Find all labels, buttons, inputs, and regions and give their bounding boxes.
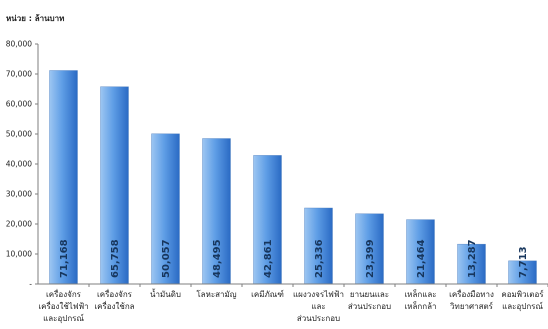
x-category-label-line: คอมพิวเตอร์	[501, 289, 544, 299]
bar	[49, 70, 78, 285]
bar-value-label: 23,399	[365, 239, 376, 278]
x-category-label-line: และ	[311, 302, 325, 311]
x-category-label-line: เครื่องจักร	[46, 288, 82, 299]
x-category-label-line: เหล็กกล้า	[405, 301, 437, 311]
unit-label: หน่วย : ล้านบาท	[6, 13, 64, 23]
bar-value-label: 21,464	[416, 239, 427, 278]
x-category-label-line: ส่วนประกอบ	[348, 302, 391, 311]
bar-value-label: 25,336	[314, 239, 325, 278]
x-category-label-line: เครื่องใช้กล	[94, 300, 134, 311]
bar	[406, 219, 435, 285]
x-category-label-line: น้ำมันดิบ	[150, 288, 181, 299]
bar-series: 71,168 65,758 50,057 48,495 42,861 25,336 23,3…	[49, 70, 537, 285]
y-tick-label: 40,000	[6, 160, 32, 169]
y-tick-label: 10,000	[6, 250, 32, 259]
x-category-label: โลหะสามัญ	[196, 289, 236, 299]
bar-value-label: 65,758	[110, 239, 121, 278]
x-category-label: เครื่องจักรเครื่องใช้ไฟฟ้าและอุปกรณ์	[38, 288, 88, 323]
y-tick-label: 70,000	[6, 70, 32, 79]
x-category-label-line: และอุปกรณ์	[502, 301, 543, 311]
bar	[457, 243, 486, 285]
y-tick-label: 30,000	[6, 190, 32, 199]
x-category-label: เครื่องมือทางวิทยาศาสตร์	[449, 288, 494, 311]
y-tick-label: -	[29, 280, 32, 289]
x-category-label-line: ส่วนประกอบ	[297, 314, 340, 323]
bar	[253, 155, 282, 285]
x-category-label: ยานยนและส่วนประกอบ	[348, 290, 391, 311]
x-category-label: คอมพิวเตอร์และอุปกรณ์	[501, 289, 544, 311]
x-category-label-line: เครื่องจักร	[97, 288, 133, 299]
bar-value-label: 71,168	[59, 239, 70, 278]
x-category-label-line: เครื่องมือทาง	[449, 288, 494, 299]
y-tick-label: 20,000	[6, 220, 32, 229]
x-category-label-line: เหล็กและ	[404, 289, 436, 299]
x-category-label-line: แผงวงจรไฟฟ้า	[293, 290, 344, 299]
x-axis: เครื่องจักรเครื่องใช้ไฟฟ้าและอุปกรณ์เครื…	[38, 283, 548, 323]
x-category-label: แผงวงจรไฟฟ้าและส่วนประกอบ	[293, 290, 344, 323]
bar-value-label: 13,287	[467, 239, 478, 278]
x-category-label-line: วิทยาศาสตร์	[450, 301, 494, 311]
y-tick-label: 80,000	[6, 40, 32, 49]
bar-value-label: 7,713	[518, 246, 529, 278]
y-tick-label: 50,000	[6, 130, 32, 139]
y-tick-label: 60,000	[6, 100, 32, 109]
bar	[202, 138, 231, 285]
bar-value-label: 42,861	[263, 239, 274, 278]
x-category-label-line: ยานยนและ	[350, 290, 389, 299]
bar-value-label: 48,495	[212, 239, 223, 278]
x-category-label: เคมีภัณฑ์	[251, 289, 284, 299]
x-category-label: น้ำมันดิบ	[150, 288, 181, 299]
x-category-label-line: และอุปกรณ์	[43, 313, 84, 323]
bar	[304, 207, 333, 285]
bar-value-label: 50,057	[161, 239, 172, 278]
y-axis: - 10,000 20,000 30,000 40,000 50,000 60,000 70,…	[6, 40, 39, 289]
x-category-label-line: เครื่องใช้ไฟฟ้า	[38, 300, 88, 311]
x-category-label-line: โลหะสามัญ	[196, 289, 236, 299]
x-category-label: เครื่องจักรเครื่องใช้กล	[94, 288, 134, 311]
x-category-label-line: เคมีภัณฑ์	[251, 289, 284, 299]
bar	[355, 213, 384, 285]
bar	[100, 86, 129, 285]
x-category-label: เหล็กและเหล็กกล้า	[404, 289, 436, 311]
